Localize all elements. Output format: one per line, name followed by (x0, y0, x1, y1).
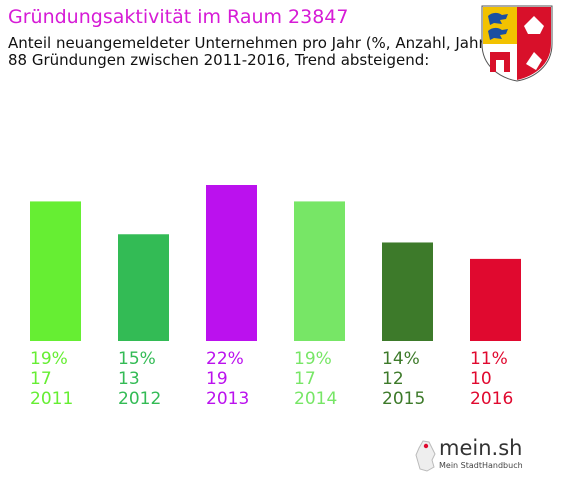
percent-label-2016: 11% (470, 349, 508, 369)
bar-2016 (470, 258, 521, 341)
bar-2012 (118, 234, 169, 341)
percent-label-2013: 22% (206, 349, 244, 369)
logo-tagline: Mein StadtHandbuch (439, 461, 523, 470)
year-label-2014: 2014 (294, 389, 337, 409)
bar-2014 (294, 201, 345, 341)
count-label-2015: 12 (382, 369, 404, 389)
bar-2013 (206, 185, 257, 341)
percent-label-2012: 15% (118, 349, 156, 369)
schleswig-holstein-coat-of-arms-icon (481, 5, 553, 82)
chart-subtitle: Anteil neuangemeldeter Unternehmen pro J… (8, 35, 491, 69)
percent-label-2015: 14% (382, 349, 420, 369)
subtitle-line-2: 88 Gründungen zwischen 2011-2016, Trend … (8, 51, 430, 69)
bar-2015 (382, 242, 433, 341)
year-label-2011: 2011 (30, 389, 73, 409)
year-label-2015: 2015 (382, 389, 425, 409)
year-label-2012: 2012 (118, 389, 161, 409)
count-label-2012: 13 (118, 369, 140, 389)
count-label-2011: 17 (30, 369, 52, 389)
mein-sh-logo: mein.sh Mein StadtHandbuch (415, 436, 545, 476)
subtitle-line-1: Anteil neuangemeldeter Unternehmen pro J… (8, 34, 491, 52)
chart-title: Gründungsaktivität im Raum 23847 (8, 6, 349, 28)
bar-chart: 19%17201115%13201222%19201319%17201414%1… (30, 185, 521, 409)
germany-map-icon (415, 440, 436, 472)
bar-2011 (30, 201, 81, 341)
year-label-2013: 2013 (206, 389, 249, 409)
count-label-2013: 19 (206, 369, 228, 389)
percent-label-2011: 19% (30, 349, 68, 369)
percent-label-2014: 19% (294, 349, 332, 369)
count-label-2016: 10 (470, 369, 492, 389)
logo-wordmark: mein.sh (439, 436, 523, 460)
count-label-2014: 17 (294, 369, 316, 389)
year-label-2016: 2016 (470, 389, 513, 409)
